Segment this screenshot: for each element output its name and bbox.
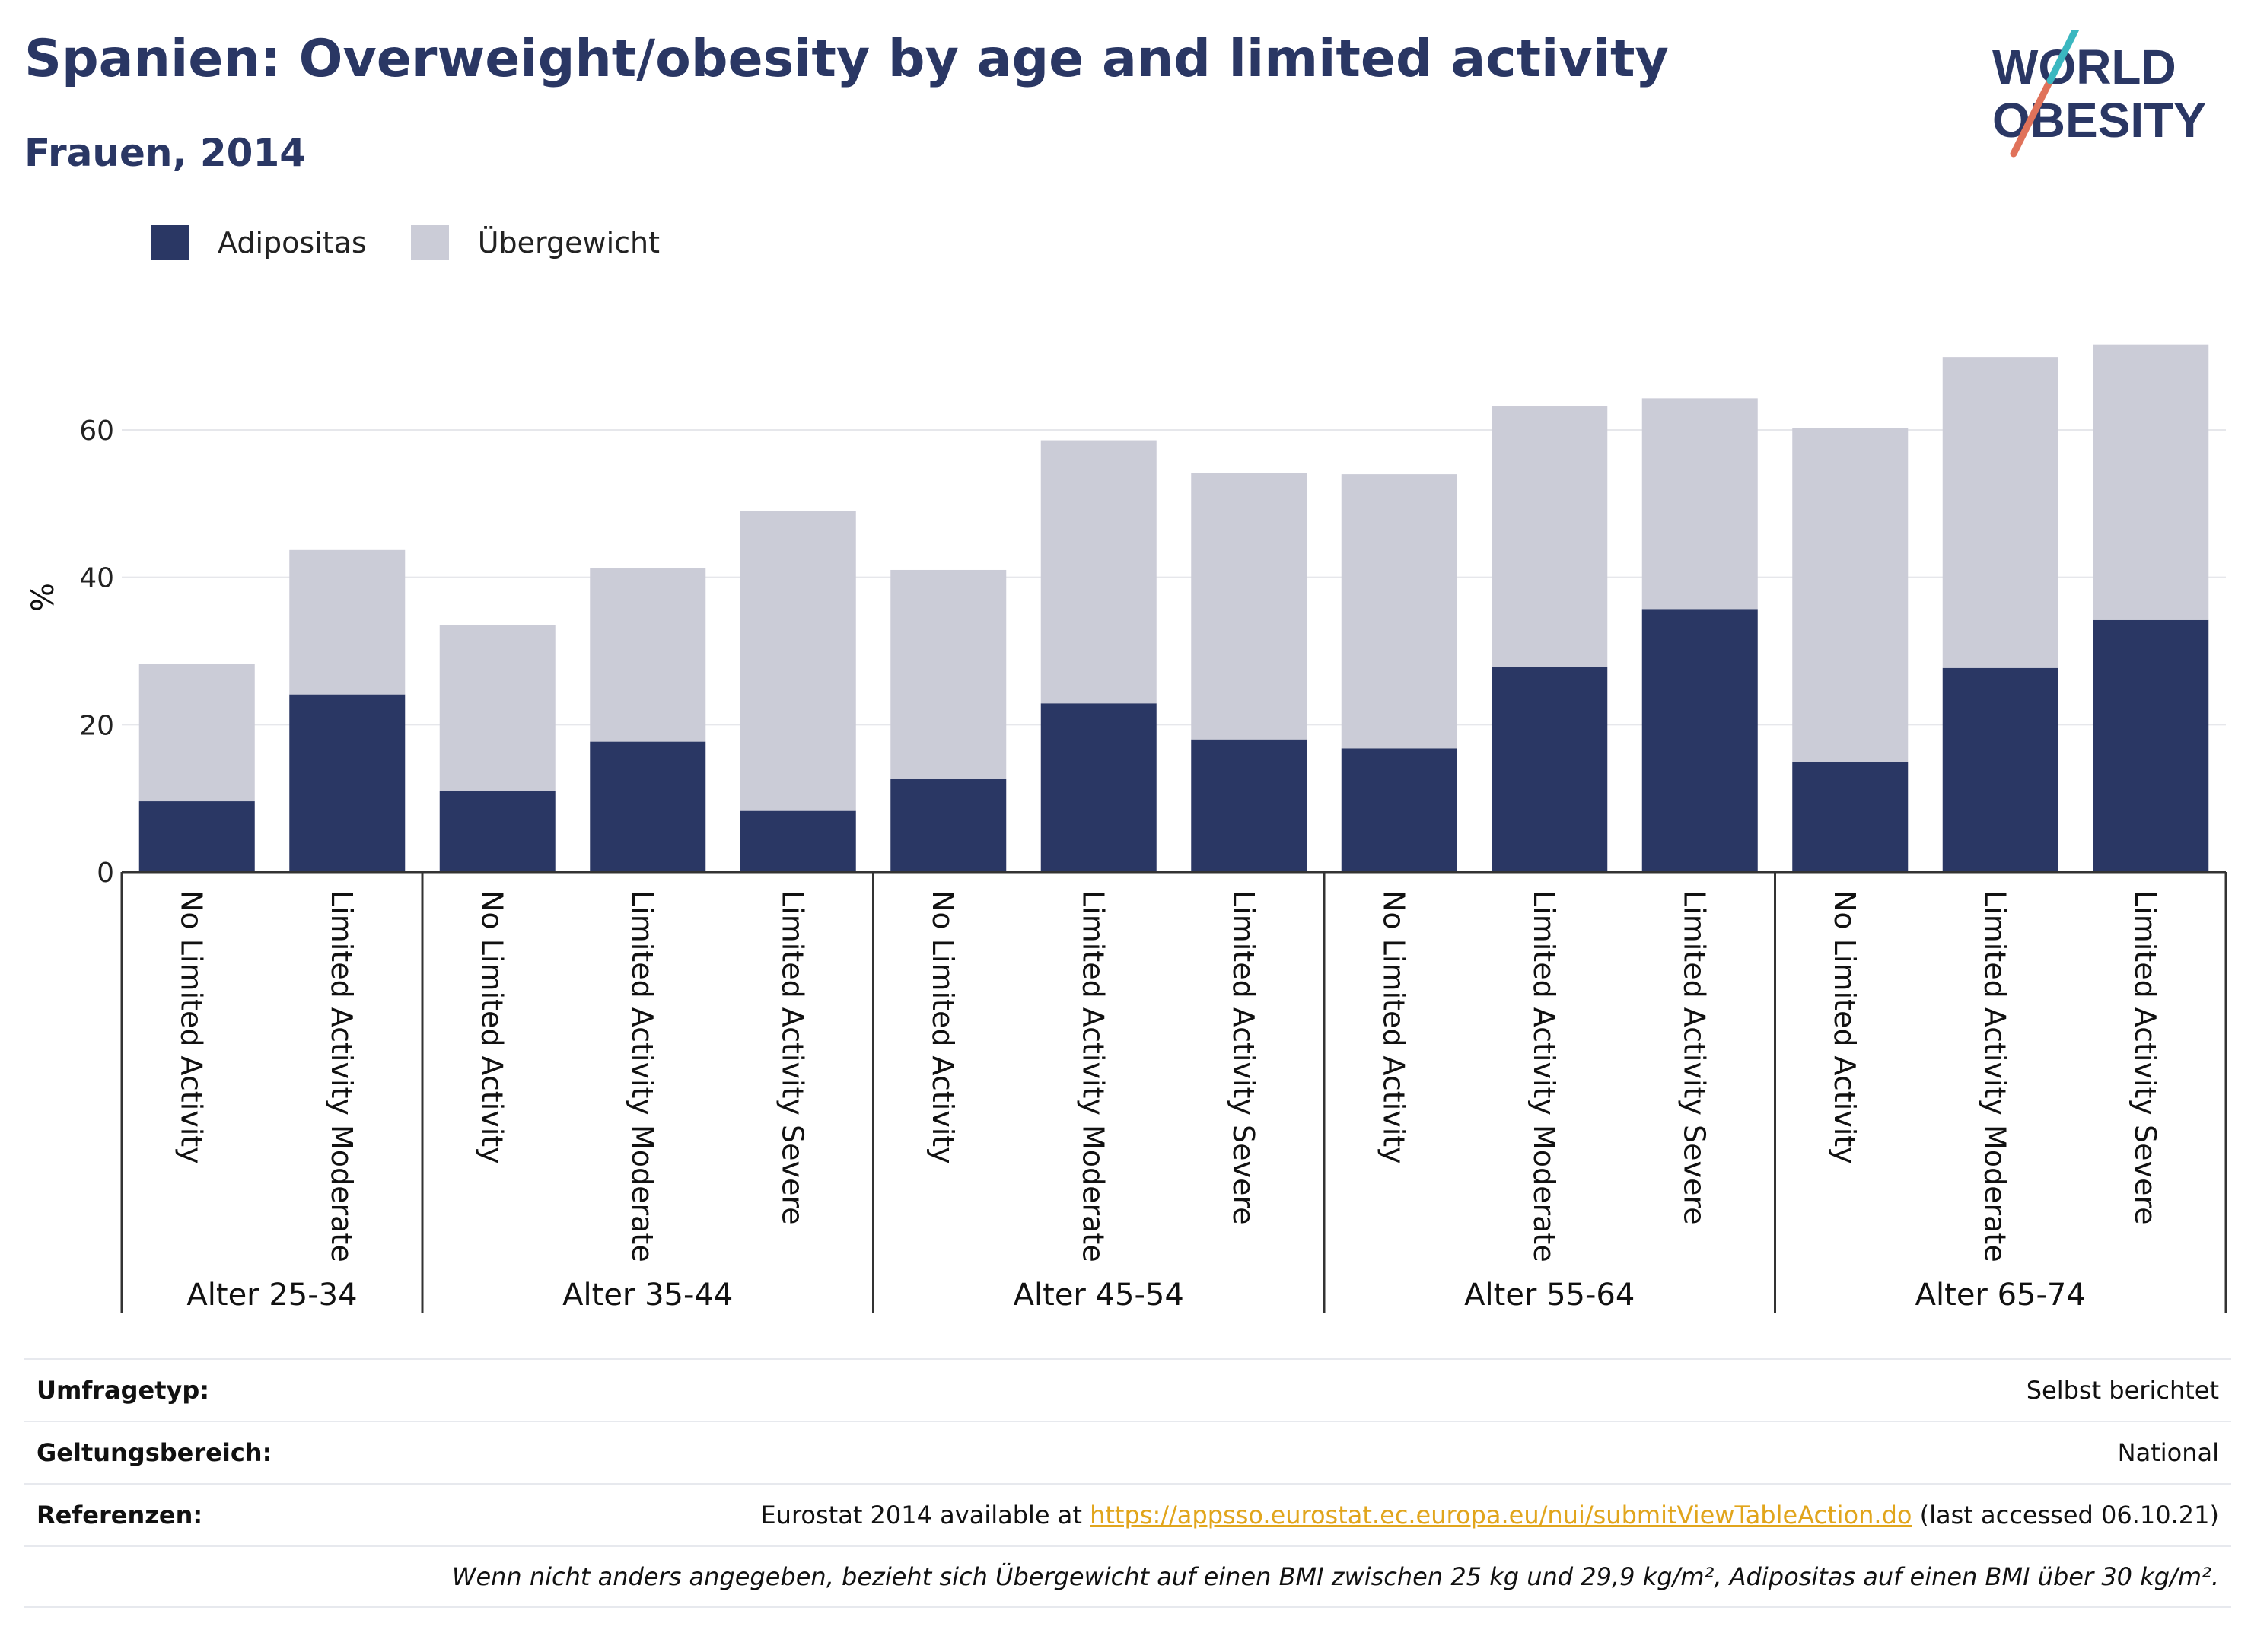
bar-uebergewicht (1040, 440, 1157, 704)
info-row-note: Wenn nicht anders angegeben, bezieht sic… (24, 1545, 2231, 1608)
bar-uebergewicht (138, 664, 255, 802)
bar-adipositas (1040, 703, 1157, 872)
x-category-label: No Limited Activity (926, 890, 960, 1164)
survey-value: Selbst berichtet (2026, 1376, 2219, 1405)
x-group-label: Alter 45-54 (1014, 1278, 1184, 1313)
bar-uebergewicht (1341, 474, 1457, 749)
bmi-note: Wenn nicht anders angegeben, bezieht sic… (451, 1562, 2219, 1591)
bar-uebergewicht (1492, 406, 1608, 667)
y-tick-label: 0 (97, 858, 114, 889)
y-tick-label: 40 (79, 563, 114, 594)
references-suffix: (last accessed 06.10.21) (1912, 1501, 2219, 1529)
world-obesity-logo: WORLD OBESITY (1992, 30, 2206, 158)
references-prefix: Eurostat 2014 available at (760, 1501, 1090, 1529)
info-row-survey: Umfragetyp: Selbst berichtet (24, 1358, 2231, 1421)
legend-swatch-uebergewicht (410, 225, 449, 260)
info-row-references: Referenzen: Eurostat 2014 available at h… (24, 1483, 2231, 1545)
bar-uebergewicht (890, 569, 1007, 779)
bar-adipositas (1341, 748, 1457, 872)
x-group-label: Alter 35-44 (562, 1278, 733, 1313)
x-category-label: Limited Activity Moderate (1527, 890, 1561, 1262)
bar-uebergewicht (289, 549, 406, 695)
bar-adipositas (1792, 762, 1909, 872)
bar-adipositas (590, 741, 706, 872)
legend-item-adipositas[interactable]: Adipositas (151, 225, 367, 260)
bar-uebergewicht (1792, 428, 1909, 762)
chart-title: Spanien: Overweight/obesity by age and l… (24, 29, 1669, 89)
bar-adipositas (1191, 739, 1307, 872)
bar-uebergewicht (1641, 398, 1758, 610)
bar-uebergewicht (439, 625, 556, 791)
legend-label-adipositas: Adipositas (218, 226, 367, 259)
survey-label: Umfragetyp: (37, 1376, 210, 1405)
bar-uebergewicht (1942, 357, 2058, 668)
y-tick-label: 20 (79, 710, 114, 741)
x-category-label: Limited Activity Severe (1227, 890, 1260, 1225)
info-row-scope: Geltungsbereich: National (24, 1421, 2231, 1483)
x-category-label: Limited Activity Moderate (626, 890, 659, 1262)
bar-adipositas (1641, 609, 1758, 872)
scope-label: Geltungsbereich: (37, 1438, 272, 1467)
bar-adipositas (439, 791, 556, 872)
references-label: Referenzen: (37, 1501, 203, 1529)
bar-adipositas (1942, 667, 2058, 872)
x-category-label: No Limited Activity (1828, 890, 1861, 1164)
x-group-label: Alter 55-64 (1464, 1278, 1635, 1313)
bar-uebergewicht (2093, 344, 2209, 620)
legend-label-uebergewicht: Übergewicht (477, 226, 660, 259)
x-category-label: Limited Activity Moderate (1076, 890, 1110, 1262)
bar-uebergewicht (1191, 473, 1307, 740)
x-category-label: Limited Activity Moderate (1978, 890, 2011, 1262)
y-tick-label: 60 (79, 415, 114, 447)
info-table: Umfragetyp: Selbst berichtet Geltungsber… (24, 1358, 2231, 1608)
x-category-label: Limited Activity Severe (2128, 890, 2162, 1225)
chart-legend: Adipositas Übergewicht (151, 225, 704, 260)
legend-item-uebergewicht[interactable]: Übergewicht (410, 225, 660, 260)
bar-adipositas (2093, 619, 2209, 872)
x-category-label: No Limited Activity (475, 890, 508, 1164)
x-group-label: Alter 65-74 (1915, 1278, 2086, 1313)
bar-adipositas (890, 778, 1007, 872)
bar-uebergewicht (590, 568, 706, 742)
x-category-label: No Limited Activity (174, 890, 208, 1164)
x-category-label: Limited Activity Severe (1677, 890, 1711, 1225)
x-category-label: No Limited Activity (1377, 890, 1410, 1164)
scope-value: National (2117, 1438, 2219, 1467)
bar-uebergewicht (740, 511, 856, 811)
x-category-label: Limited Activity Moderate (325, 890, 358, 1262)
bar-adipositas (740, 810, 856, 872)
x-category-label: Limited Activity Severe (775, 890, 809, 1225)
bar-adipositas (289, 694, 406, 872)
chart-subtitle: Frauen, 2014 (24, 131, 307, 175)
stacked-bar-chart: 0 20 40 60% No Limited Activity Limited Activ… (26, 344, 2227, 1313)
references-link[interactable]: https://appsso.eurostat.ec.europa.eu/nui… (1090, 1501, 1912, 1529)
y-axis-label: % (26, 583, 61, 612)
x-group-label: Alter 25-34 (186, 1278, 357, 1313)
svg-text:WORLD: WORLD (1992, 40, 2176, 94)
references-value: Eurostat 2014 available at https://appss… (760, 1501, 2219, 1529)
bar-adipositas (138, 801, 255, 872)
legend-swatch-adipositas (151, 225, 189, 260)
bar-adipositas (1492, 667, 1608, 872)
